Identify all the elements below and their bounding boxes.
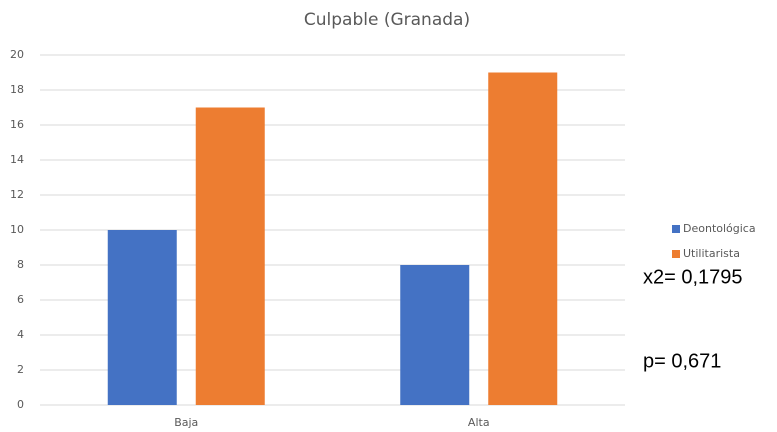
bar — [488, 72, 558, 405]
legend-swatch — [672, 250, 680, 258]
annotation: p= 0,671 — [643, 350, 721, 372]
y-tick-label: 4 — [17, 328, 24, 341]
legend-swatch — [672, 225, 680, 233]
bar — [400, 265, 470, 405]
y-tick-label: 6 — [17, 293, 24, 306]
bar — [107, 230, 177, 405]
annotation: x2= 0,1795 — [643, 266, 743, 288]
y-tick-label: 0 — [17, 398, 24, 411]
y-tick-label: 20 — [10, 48, 24, 61]
x-tick-label: Alta — [468, 416, 490, 429]
bar — [195, 107, 265, 405]
y-tick-label: 18 — [10, 83, 24, 96]
chart-title: Culpable (Granada) — [304, 10, 470, 30]
y-tick-label: 12 — [10, 188, 24, 201]
x-tick-label: Baja — [174, 416, 198, 429]
y-tick-label: 14 — [10, 153, 24, 166]
y-tick-label: 10 — [10, 223, 24, 236]
y-tick-label: 8 — [17, 258, 24, 271]
y-tick-label: 16 — [10, 118, 24, 131]
legend-label: Utilitarista — [683, 247, 740, 260]
legend-label: Deontológica — [683, 222, 756, 235]
y-tick-label: 2 — [17, 363, 24, 376]
